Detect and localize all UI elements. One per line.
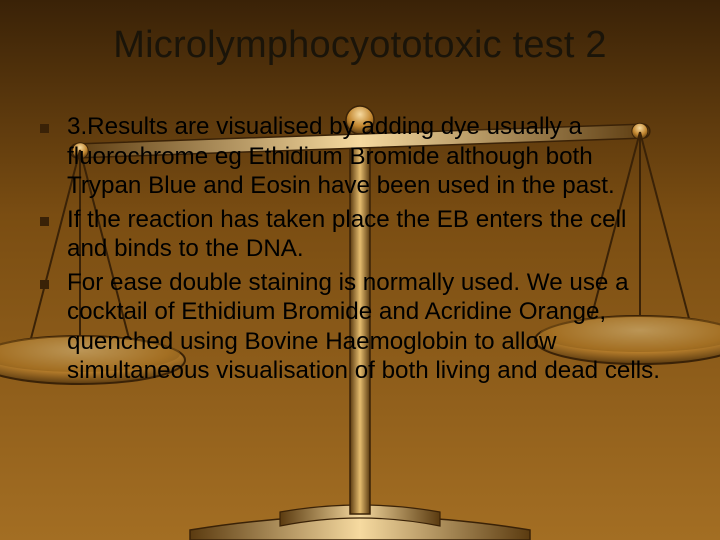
bullet-item: 3.Results are visualised by adding dye u… xyxy=(40,112,672,201)
bullet-marker-icon xyxy=(40,217,49,226)
bullet-text: For ease double staining is normally use… xyxy=(67,268,672,386)
bullet-marker-icon xyxy=(40,124,49,133)
slide-body: 3.Results are visualised by adding dye u… xyxy=(40,112,672,390)
bullet-item: If the reaction has taken place the EB e… xyxy=(40,205,672,264)
slide: Microlymphocyototoxic test 2 3.Results a… xyxy=(0,0,720,540)
bullet-text: If the reaction has taken place the EB e… xyxy=(67,205,672,264)
bullet-marker-icon xyxy=(40,280,49,289)
bullet-list: 3.Results are visualised by adding dye u… xyxy=(40,112,672,386)
bullet-item: For ease double staining is normally use… xyxy=(40,268,672,386)
bullet-text: 3.Results are visualised by adding dye u… xyxy=(67,112,672,201)
slide-title: Microlymphocyototoxic test 2 xyxy=(0,24,720,67)
